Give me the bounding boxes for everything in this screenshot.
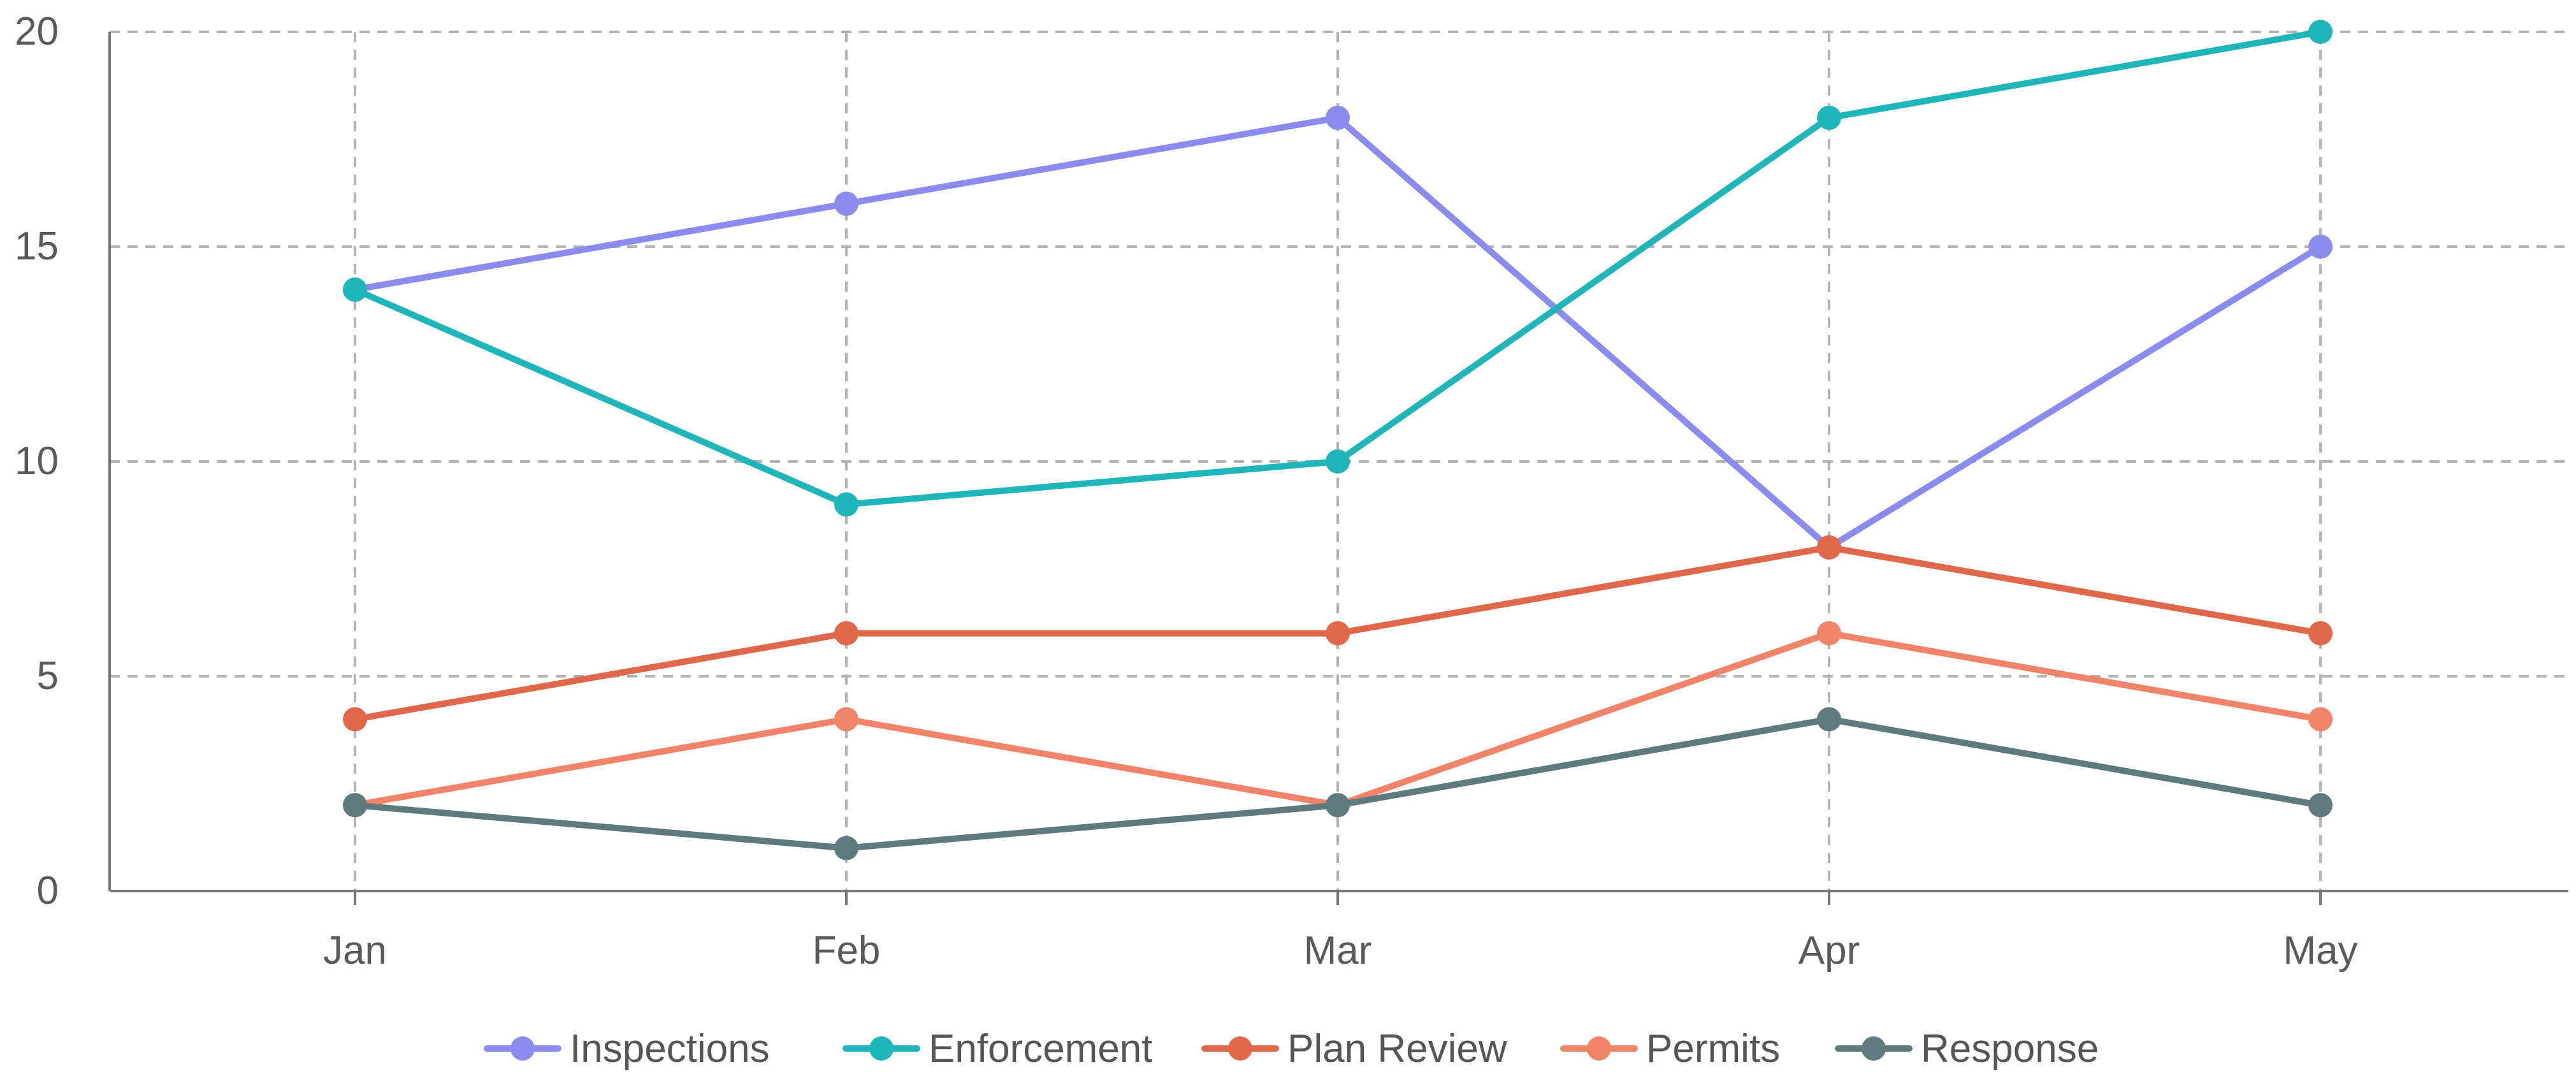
x-axis-ticks: Jan Feb Mar Apr May <box>323 929 2358 973</box>
data-point <box>834 836 858 860</box>
y-tick-label: 10 <box>15 439 59 483</box>
legend-label: Enforcement <box>929 1027 1153 1071</box>
legend-item: Plan Review <box>1201 1027 1507 1071</box>
data-point <box>834 707 858 732</box>
data-point <box>343 277 367 302</box>
data-point <box>1817 535 1841 560</box>
y-tick-label: 20 <box>15 10 59 54</box>
x-tick-label: Mar <box>1304 929 1372 973</box>
legend-label: Inspections <box>570 1027 770 1071</box>
legend-label: Plan Review <box>1287 1027 1507 1071</box>
axes <box>108 32 2568 905</box>
legend-item: Permits <box>1560 1027 1780 1071</box>
x-tick-label: May <box>2283 929 2357 973</box>
data-point <box>1817 707 1841 732</box>
legend-swatch-marker <box>1862 1036 1886 1061</box>
data-point <box>1326 793 1350 818</box>
legend-item: Response <box>1835 1027 2099 1071</box>
legend-swatch-marker <box>869 1036 894 1061</box>
series-lines <box>352 29 2324 852</box>
x-tick-label: Apr <box>1798 929 1860 973</box>
data-point <box>1326 105 1350 130</box>
y-axis-ticks: 0 5 10 15 20 <box>15 10 59 913</box>
data-point <box>1817 621 1841 646</box>
legend-swatch-marker <box>1587 1036 1611 1061</box>
y-tick-label: 5 <box>37 654 59 698</box>
legend-swatch-marker <box>1228 1036 1252 1061</box>
data-point <box>2308 621 2333 646</box>
legend-item: Enforcement <box>843 1027 1153 1071</box>
x-tick-label: Jan <box>323 929 387 973</box>
data-point <box>343 793 367 818</box>
data-point <box>1326 621 1350 646</box>
legend-label: Permits <box>1646 1027 1780 1071</box>
legend: Inspections Enforcement Plan Review Permits… <box>484 1027 2099 1071</box>
data-point <box>834 621 858 646</box>
data-point <box>2308 793 2333 818</box>
legend-swatch-marker <box>510 1036 535 1061</box>
legend-label: Response <box>1921 1027 2099 1071</box>
data-point <box>2308 20 2333 44</box>
data-point <box>2308 707 2333 732</box>
data-point <box>343 707 367 732</box>
x-tick-label: Feb <box>813 929 881 973</box>
legend-item: Inspections <box>484 1027 770 1071</box>
y-tick-label: 0 <box>37 869 59 913</box>
data-point <box>834 191 858 216</box>
data-point <box>834 492 858 517</box>
data-point <box>1817 105 1841 130</box>
data-point <box>2308 235 2333 259</box>
y-tick-label: 15 <box>15 224 59 268</box>
series-points <box>343 20 2333 860</box>
data-point <box>1326 449 1350 474</box>
